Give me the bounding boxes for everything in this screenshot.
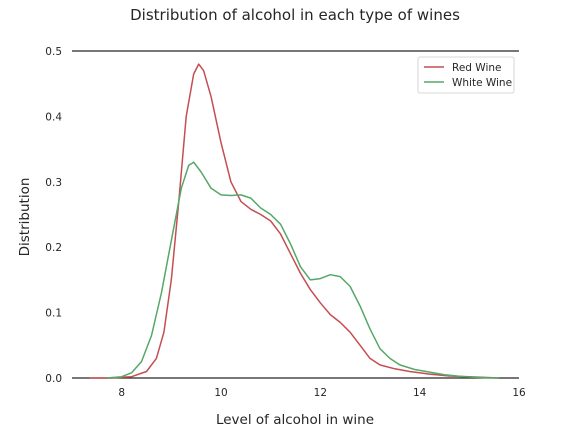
x-tick-label: 14 [413, 387, 427, 399]
x-tick-label: 16 [512, 387, 526, 399]
legend-label-red-wine: Red Wine [452, 62, 501, 74]
x-tick-labels: 8 10 12 14 16 [118, 387, 526, 399]
x-tick-label: 10 [214, 387, 227, 399]
x-tick-label: 12 [314, 387, 327, 399]
y-tick-label: 0.1 [45, 308, 62, 320]
series-line-red-wine [89, 63, 500, 379]
legend: Red Wine White Wine [417, 56, 515, 94]
x-tick-label: 8 [118, 387, 125, 399]
y-tick-label: 0.0 [45, 373, 62, 385]
y-tick-label: 0.2 [45, 242, 62, 254]
legend-label-white-wine: White Wine [452, 77, 512, 89]
y-tick-label: 0.4 [45, 111, 62, 123]
y-tick-labels: 0.0 0.1 0.2 0.3 0.4 0.5 [45, 46, 62, 385]
chart-title: Distribution of alcohol in each type of … [130, 6, 460, 24]
y-tick-label: 0.3 [45, 177, 62, 189]
y-axis-label: Distribution [17, 178, 33, 257]
series-lines [89, 63, 500, 379]
series-line-white-wine [106, 161, 500, 379]
y-tick-label: 0.5 [45, 46, 62, 58]
x-axis-label: Level of alcohol in wine [216, 412, 374, 428]
legend-box [417, 56, 515, 94]
